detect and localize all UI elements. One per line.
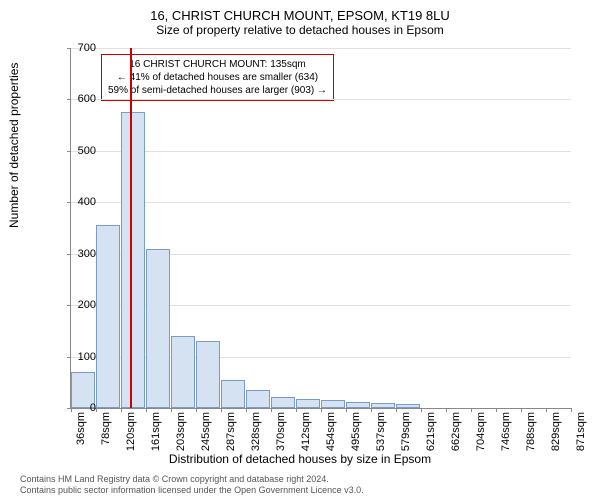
x-tick-label: 412sqm <box>300 412 312 462</box>
x-tick-label: 120sqm <box>125 412 137 462</box>
histogram-bar <box>371 403 395 408</box>
x-tick-mark <box>296 408 297 412</box>
x-tick-mark <box>121 408 122 412</box>
x-tick-label: 454sqm <box>325 412 337 462</box>
x-tick-label: 245sqm <box>200 412 212 462</box>
grid-line <box>71 151 571 152</box>
grid-line <box>71 99 571 100</box>
callout-line: ← 41% of detached houses are smaller (63… <box>108 71 327 84</box>
x-tick-mark <box>246 408 247 412</box>
x-tick-mark <box>446 408 447 412</box>
x-tick-label: 579sqm <box>400 412 412 462</box>
x-tick-label: 495sqm <box>350 412 362 462</box>
x-tick-label: 662sqm <box>450 412 462 462</box>
x-tick-mark <box>196 408 197 412</box>
x-tick-mark <box>371 408 372 412</box>
x-tick-mark <box>521 408 522 412</box>
x-tick-mark <box>146 408 147 412</box>
grid-line <box>71 48 571 49</box>
x-tick-mark <box>321 408 322 412</box>
footer-line: Contains public sector information licen… <box>20 485 364 496</box>
x-tick-mark <box>346 408 347 412</box>
x-tick-label: 161sqm <box>150 412 162 462</box>
histogram-bar <box>271 397 295 408</box>
chart-plot-area: 16 CHRIST CHURCH MOUNT: 135sqm ← 41% of … <box>70 48 571 409</box>
footer-attribution: Contains HM Land Registry data © Crown c… <box>20 474 364 496</box>
callout-box: 16 CHRIST CHURCH MOUNT: 135sqm ← 41% of … <box>101 54 334 101</box>
histogram-bar <box>396 404 420 408</box>
x-tick-mark <box>471 408 472 412</box>
histogram-bar <box>321 400 345 408</box>
histogram-bar <box>121 112 145 408</box>
y-tick-label: 600 <box>66 93 96 105</box>
y-axis-label: Number of detached properties <box>7 63 21 228</box>
x-tick-label: 537sqm <box>375 412 387 462</box>
x-tick-mark <box>396 408 397 412</box>
histogram-bar <box>221 380 245 408</box>
x-tick-label: 328sqm <box>250 412 262 462</box>
x-tick-label: 746sqm <box>500 412 512 462</box>
x-tick-mark <box>421 408 422 412</box>
callout-line: 16 CHRIST CHURCH MOUNT: 135sqm <box>108 58 327 71</box>
y-tick-label: 100 <box>66 351 96 363</box>
title-main: 16, CHRIST CHURCH MOUNT, EPSOM, KT19 8LU <box>0 0 600 23</box>
histogram-bar <box>196 341 220 408</box>
histogram-bar <box>346 402 370 408</box>
x-tick-label: 78sqm <box>100 412 112 462</box>
histogram-bar <box>96 225 120 408</box>
histogram-bar <box>146 249 170 408</box>
x-tick-mark <box>496 408 497 412</box>
x-tick-label: 287sqm <box>225 412 237 462</box>
x-tick-mark <box>546 408 547 412</box>
x-tick-mark <box>571 408 572 412</box>
footer-line: Contains HM Land Registry data © Crown c… <box>20 474 364 485</box>
y-tick-label: 700 <box>66 42 96 54</box>
y-tick-label: 300 <box>66 248 96 260</box>
x-tick-label: 871sqm <box>575 412 587 462</box>
marker-line <box>130 48 132 408</box>
y-tick-label: 400 <box>66 196 96 208</box>
y-tick-label: 500 <box>66 145 96 157</box>
histogram-bar <box>171 336 195 408</box>
x-tick-label: 788sqm <box>525 412 537 462</box>
x-tick-mark <box>221 408 222 412</box>
x-tick-mark <box>271 408 272 412</box>
histogram-bar <box>246 390 270 408</box>
x-tick-label: 36sqm <box>75 412 87 462</box>
x-tick-label: 370sqm <box>275 412 287 462</box>
chart-container: 16, CHRIST CHURCH MOUNT, EPSOM, KT19 8LU… <box>0 0 600 500</box>
callout-line: 59% of semi-detached houses are larger (… <box>108 84 327 97</box>
histogram-bar <box>296 399 320 408</box>
x-tick-label: 203sqm <box>175 412 187 462</box>
y-tick-label: 200 <box>66 299 96 311</box>
x-tick-label: 704sqm <box>475 412 487 462</box>
x-tick-mark <box>171 408 172 412</box>
title-sub: Size of property relative to detached ho… <box>0 23 600 41</box>
x-tick-mark <box>96 408 97 412</box>
x-tick-label: 829sqm <box>550 412 562 462</box>
x-tick-label: 621sqm <box>425 412 437 462</box>
grid-line <box>71 202 571 203</box>
